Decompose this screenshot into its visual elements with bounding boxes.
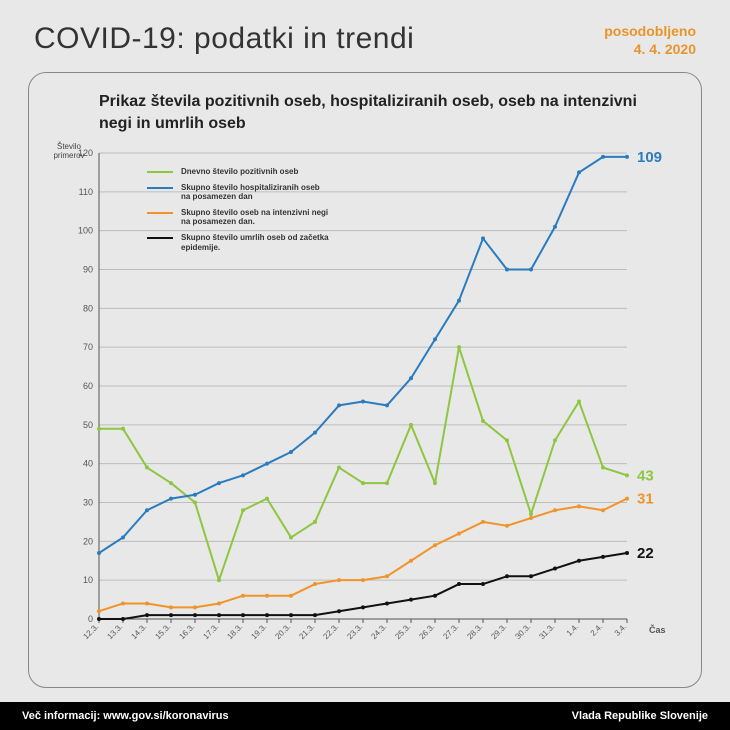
legend-item: Skupno število hospitaliziranih oseb na …	[147, 183, 331, 202]
svg-text:80: 80	[83, 303, 93, 313]
svg-text:110: 110	[79, 187, 93, 197]
svg-text:23.3.: 23.3.	[345, 622, 364, 641]
legend-item: Dnevno število pozitivnih oseb	[147, 167, 331, 177]
svg-text:21.3.: 21.3.	[297, 622, 316, 641]
chart-panel: Prikaz števila pozitivnih oseb, hospital…	[28, 72, 702, 688]
svg-text:20: 20	[83, 536, 93, 546]
svg-text:17.3.: 17.3.	[201, 622, 220, 641]
footer-right: Vlada Republike Slovenije	[572, 710, 708, 722]
y-axis-label: Število primerov	[49, 143, 89, 161]
svg-text:40: 40	[83, 459, 93, 469]
svg-text:12.3.: 12.3.	[81, 622, 100, 641]
svg-text:18.3.: 18.3.	[225, 622, 244, 641]
legend-item: Skupno število umrlih oseb od začetka ep…	[147, 233, 331, 252]
legend-swatch	[147, 171, 173, 173]
svg-text:1.4.: 1.4.	[565, 622, 581, 638]
chart-area: Število primerov 01020304050607080901001…	[49, 143, 681, 669]
svg-text:28.3.: 28.3.	[465, 622, 484, 641]
svg-text:3.4.: 3.4.	[613, 622, 629, 638]
svg-text:109: 109	[637, 149, 662, 166]
chart-legend: Dnevno število pozitivnih oseb Skupno šte…	[147, 167, 331, 258]
page-title: COVID-19: podatki in trendi	[34, 22, 414, 56]
footer-left: Več informacij: www.gov.si/koronavirus	[22, 710, 229, 722]
legend-swatch	[147, 212, 173, 214]
svg-text:13.3.: 13.3.	[105, 622, 124, 641]
updated-date: 4. 4. 2020	[604, 40, 696, 58]
svg-text:30.3.: 30.3.	[513, 622, 532, 641]
legend-label: Skupno število oseb na intenzivni negi n…	[181, 208, 331, 227]
updated-block: posodobljeno 4. 4. 2020	[604, 22, 696, 58]
svg-text:Čas: Čas	[649, 624, 666, 635]
svg-text:2.4.: 2.4.	[589, 622, 605, 638]
legend-label: Dnevno število pozitivnih oseb	[181, 167, 298, 177]
legend-item: Skupno število oseb na intenzivni negi n…	[147, 208, 331, 227]
svg-text:26.3.: 26.3.	[417, 622, 436, 641]
page: COVID-19: podatki in trendi posodobljeno…	[0, 0, 730, 730]
svg-text:30: 30	[83, 498, 93, 508]
line-chart: 010203040506070809010011012012.3.13.3.14…	[49, 143, 683, 663]
svg-text:50: 50	[83, 420, 93, 430]
svg-text:31: 31	[637, 491, 654, 508]
svg-text:16.3.: 16.3.	[177, 622, 196, 641]
svg-text:90: 90	[83, 265, 93, 275]
svg-text:29.3.: 29.3.	[489, 622, 508, 641]
svg-text:20.3.: 20.3.	[273, 622, 292, 641]
svg-text:27.3.: 27.3.	[441, 622, 460, 641]
svg-text:19.3.: 19.3.	[249, 622, 268, 641]
chart-subtitle: Prikaz števila pozitivnih oseb, hospital…	[29, 73, 701, 140]
svg-text:70: 70	[83, 342, 93, 352]
legend-swatch	[147, 187, 173, 189]
legend-label: Skupno število hospitaliziranih oseb na …	[181, 183, 331, 202]
legend-swatch	[147, 237, 173, 239]
updated-label: posodobljeno	[604, 22, 696, 40]
svg-text:22: 22	[637, 545, 654, 562]
legend-label: Skupno število umrlih oseb od začetka ep…	[181, 233, 331, 252]
svg-text:43: 43	[637, 467, 654, 484]
footer-bar: Več informacij: www.gov.si/koronavirus V…	[0, 702, 730, 730]
svg-text:24.3.: 24.3.	[369, 622, 388, 641]
svg-text:10: 10	[83, 575, 93, 585]
svg-text:15.3.: 15.3.	[153, 622, 172, 641]
svg-text:31.3.: 31.3.	[537, 622, 556, 641]
svg-text:14.3.: 14.3.	[129, 622, 148, 641]
svg-text:22.3.: 22.3.	[321, 622, 340, 641]
svg-text:60: 60	[83, 381, 93, 391]
header: COVID-19: podatki in trendi posodobljeno…	[0, 0, 730, 68]
svg-text:100: 100	[78, 226, 93, 236]
svg-text:25.3.: 25.3.	[393, 622, 412, 641]
